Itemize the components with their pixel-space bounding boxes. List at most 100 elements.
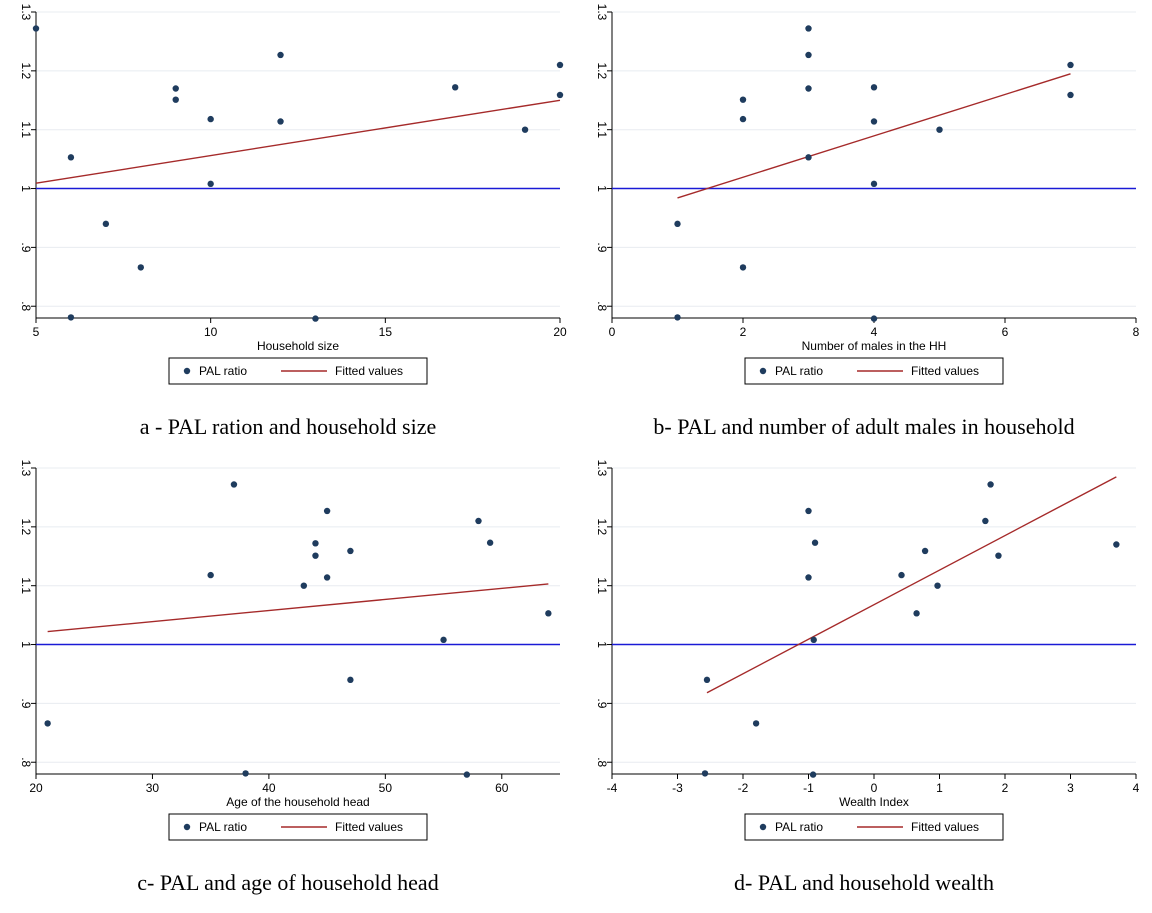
data-point (934, 582, 941, 589)
data-point (475, 517, 482, 525)
data-point (347, 547, 354, 555)
data-point (277, 51, 284, 59)
data-point (752, 720, 760, 727)
data-point (987, 481, 994, 488)
y-tick-label: 1.3 (595, 460, 609, 477)
chart-caption-b: b- PAL and number of adult males in hous… (653, 414, 1075, 439)
x-tick-label: 20 (29, 781, 43, 795)
data-point (805, 574, 812, 581)
x-tick-label: 30 (146, 781, 160, 795)
x-tick-label: 10 (204, 325, 218, 339)
x-tick-label: 40 (262, 781, 276, 795)
chart-caption-a: a - PAL ration and household size (139, 414, 437, 439)
data-point (805, 507, 812, 515)
data-point (805, 51, 812, 59)
data-point (230, 481, 238, 488)
data-point (936, 126, 943, 133)
data-point (739, 96, 747, 103)
y-tick-label: .8 (19, 301, 33, 311)
data-point (102, 220, 110, 228)
x-tick-label: 4 (871, 325, 878, 339)
x-tick-label: 4 (1133, 781, 1140, 795)
data-point (739, 115, 747, 123)
x-tick-label: -2 (738, 781, 749, 795)
data-point (739, 264, 747, 271)
data-point (870, 118, 878, 125)
data-point (172, 85, 179, 92)
data-point (44, 720, 51, 727)
fitted-line (35, 99, 561, 184)
legend-label-points: PAL ratio (775, 364, 823, 378)
legend-label-points: PAL ratio (199, 820, 247, 834)
y-tick-label: .9 (595, 242, 609, 252)
x-tick-label: 0 (609, 325, 616, 339)
data-point (67, 154, 75, 161)
x-axis-title: Number of males in the HH (802, 339, 947, 353)
x-tick-label: 8 (1133, 325, 1140, 339)
data-point (1067, 91, 1074, 99)
chart-svg-d: .8 .9 1 1.1 1.2 1.3 -4 -3 -2 -1 0 1 2 3 4 Wealth Index P… (595, 460, 1140, 841)
y-tick-label: 1.2 (19, 519, 33, 536)
x-tick-label: -4 (607, 781, 618, 795)
x-axis-title: Age of the household head (226, 795, 369, 809)
data-point (545, 610, 552, 617)
data-point (805, 154, 812, 161)
y-tick-label: .9 (19, 242, 33, 252)
chart-panel-c: .8 .9 1 1.1 1.2 1.3 20 30 40 50 60 Age of the house… (0, 456, 576, 912)
data-point (521, 126, 529, 133)
chart-caption-d: d- PAL and household wealth (734, 870, 994, 895)
fitted-line (677, 73, 1071, 199)
data-point (312, 315, 319, 322)
data-point (921, 547, 929, 555)
x-tick-label: 6 (1002, 325, 1009, 339)
y-tick-label: 1 (595, 641, 609, 648)
data-point (312, 540, 319, 547)
fitted-line (706, 476, 1117, 694)
x-tick-label: 50 (379, 781, 393, 795)
data-point (463, 771, 471, 778)
data-point (809, 771, 817, 778)
legend-label-fit: Fitted values (335, 820, 403, 834)
legend-label-fit: Fitted values (911, 364, 979, 378)
x-tick-label: 3 (1067, 781, 1074, 795)
data-point (703, 676, 711, 684)
chart-svg-a: .8 .9 1 1.1 1.2 1.3 5 10 15 20 Household size PAL r… (19, 4, 567, 385)
y-tick-label: 1.1 (19, 577, 33, 594)
legend-marker-points (183, 367, 191, 375)
legend-marker-points (759, 367, 767, 375)
data-point (277, 118, 284, 125)
data-point (32, 25, 40, 32)
data-point (347, 676, 354, 684)
chart-panel-b: .8 .9 1 1.1 1.2 1.3 0 2 4 6 8 Number of males in th… (576, 0, 1152, 456)
data-point (242, 770, 249, 777)
data-point (207, 115, 214, 123)
chart-caption-c: c- PAL and age of household head (137, 870, 439, 895)
y-tick-label: 1.2 (19, 63, 33, 80)
data-point (810, 636, 817, 644)
data-point (701, 770, 709, 777)
data-point (452, 84, 459, 91)
data-point (207, 571, 214, 579)
y-tick-label: .9 (19, 698, 33, 708)
y-tick-label: .8 (595, 757, 609, 767)
y-tick-label: 1.3 (595, 4, 609, 21)
y-tick-label: 1.2 (595, 519, 609, 536)
data-point (67, 314, 75, 321)
data-point (870, 84, 878, 91)
data-point (137, 264, 144, 271)
x-tick-label: 2 (740, 325, 747, 339)
legend-label-points: PAL ratio (199, 364, 247, 378)
y-tick-label: 1 (595, 185, 609, 192)
chart-svg-c: .8 .9 1 1.1 1.2 1.3 20 30 40 50 60 Age of the house… (19, 460, 560, 841)
legend-marker-points (183, 823, 191, 831)
data-point (312, 552, 319, 559)
data-point (913, 610, 920, 617)
y-tick-label: .9 (595, 698, 609, 708)
x-tick-label: 2 (1002, 781, 1009, 795)
data-point (982, 517, 989, 525)
data-point (172, 96, 179, 103)
data-point (556, 91, 564, 99)
x-tick-label: 1 (936, 781, 943, 795)
chart-svg-b: .8 .9 1 1.1 1.2 1.3 0 2 4 6 8 Number of males in th… (595, 4, 1140, 385)
y-tick-label: 1.2 (595, 63, 609, 80)
